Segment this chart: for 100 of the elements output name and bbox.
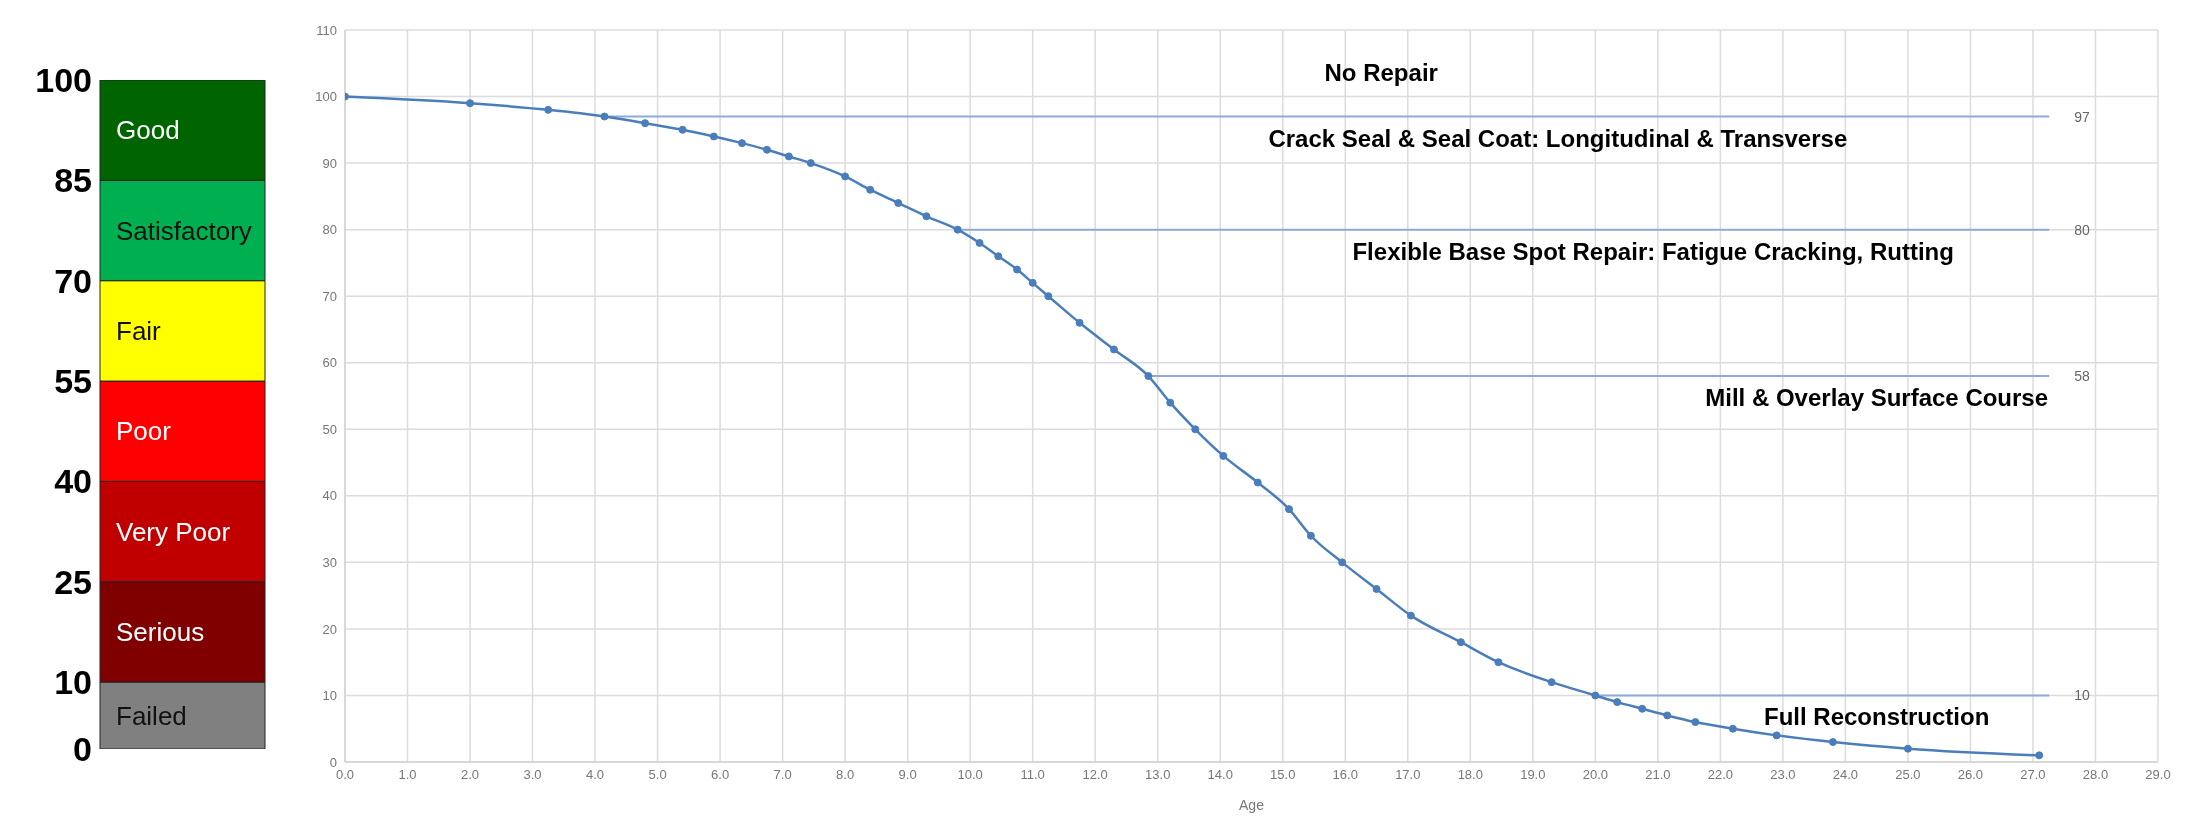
point [1338, 558, 1347, 567]
y-tick-label: 110 [316, 22, 337, 38]
point [600, 112, 609, 121]
point [1219, 451, 1228, 460]
point [1638, 704, 1647, 713]
point [994, 252, 1003, 261]
point [922, 212, 931, 221]
annotation: Flexible Base Spot Repair: Fatigue Cracking, Rutting [1352, 237, 1954, 265]
x-tick-label: 22.0 [1707, 767, 1734, 783]
x-tick-label: 27.0 [2020, 767, 2046, 783]
series-label: Failed [116, 700, 187, 731]
x-tick-label: 16.0 [1332, 767, 1358, 783]
point [1903, 744, 1912, 753]
point [1013, 265, 1022, 274]
ref-line-label: 97 [2074, 108, 2091, 125]
point [784, 152, 793, 161]
x-tick-label: 25.0 [1895, 767, 1921, 783]
x-tick-label: 3.0 [523, 767, 542, 783]
y-tick-label: 0 [329, 754, 337, 770]
x-tick-label: 20.0 [1582, 767, 1608, 783]
x-tick-label: 26.0 [1957, 767, 1984, 783]
point [953, 225, 962, 234]
point [841, 172, 850, 181]
y-tick-label: 30 [322, 554, 337, 570]
series-label: Satisfactory [116, 215, 252, 246]
point [641, 119, 650, 128]
y-tick-label: 40 [54, 462, 92, 501]
point [1456, 638, 1465, 647]
point [894, 199, 903, 208]
point [975, 238, 984, 247]
x-tick-label: 9.0 [898, 767, 917, 783]
x-tick-label: 7.0 [773, 767, 792, 783]
y-tick-label: 20 [322, 621, 337, 637]
point [1191, 425, 1200, 434]
x-tick-label: 1.0 [398, 767, 417, 783]
point [1306, 531, 1315, 540]
point [1828, 738, 1837, 747]
point [1028, 278, 1037, 287]
point [678, 125, 687, 134]
point [1691, 718, 1700, 727]
x-tick-label: 8.0 [836, 767, 855, 783]
point [866, 185, 875, 194]
x-tick-label: 21.0 [1645, 767, 1671, 783]
point [1406, 611, 1415, 620]
point [1728, 724, 1737, 733]
y-tick-label: 50 [322, 421, 337, 437]
x-tick-label: 17.0 [1395, 767, 1421, 783]
point [1285, 505, 1294, 514]
point [1372, 584, 1381, 593]
y-tick-label: 40 [322, 488, 337, 504]
x-tick-label: 13.0 [1145, 767, 1171, 783]
y-tick-label: 60 [322, 355, 337, 371]
x-tick-label: 28.0 [2082, 767, 2109, 783]
series-label: Very Poor [116, 516, 231, 547]
x-tick-label: 10.0 [957, 767, 983, 783]
y-tick-label: 100 [315, 89, 337, 105]
point [1144, 372, 1153, 381]
x-tick-label: 24.0 [1832, 767, 1859, 783]
point [2035, 751, 2044, 760]
x-tick-label: 15.0 [1270, 767, 1296, 783]
point [1253, 478, 1262, 487]
point [1613, 698, 1622, 707]
x-tick-label: 12.0 [1082, 767, 1108, 783]
x-tick-label: 5.0 [648, 767, 667, 783]
y-tick-label: 90 [322, 155, 337, 171]
point [1547, 678, 1556, 687]
x-tick-label: 19.0 [1520, 767, 1546, 783]
x-tick-label: 11.0 [1020, 767, 1045, 783]
x-axis-title: Age [1239, 797, 1265, 813]
series-label: Fair [116, 315, 162, 346]
x-tick-label: 14.0 [1207, 767, 1233, 783]
annotation: No Repair [1324, 59, 1438, 87]
annotation: Crack Seal & Seal Coat: Longitudinal & Transverse [1268, 124, 1848, 152]
point [762, 145, 771, 154]
ref-line-label: 80 [2074, 221, 2091, 238]
y-tick-label: 70 [322, 288, 337, 304]
ref-line-label: 10 [2074, 687, 2091, 704]
point [806, 159, 815, 168]
series-label: Good [116, 115, 180, 146]
x-tick-label: 0.0 [335, 767, 355, 783]
x-tick-label: 6.0 [711, 767, 730, 783]
series-label: Serious [116, 616, 205, 647]
point [1663, 711, 1672, 720]
point [1166, 398, 1175, 407]
x-tick-label: 29.0 [2145, 767, 2171, 783]
y-tick-label: 70 [54, 261, 92, 300]
y-tick-label: 10 [322, 688, 337, 704]
point [1075, 318, 1084, 327]
y-tick-label: 55 [54, 362, 92, 401]
annotation: Mill & Overlay Surface Course [1705, 384, 2049, 412]
point [1109, 345, 1118, 354]
series-label: Poor [116, 416, 172, 447]
point [544, 105, 553, 114]
annotation: Full Reconstruction [1764, 703, 1990, 731]
ref-line-label: 58 [2074, 368, 2091, 385]
y-tick-label: 25 [54, 562, 92, 601]
x-tick-label: 4.0 [586, 767, 605, 783]
point [709, 132, 718, 141]
y-tick-label: 0 [73, 730, 92, 769]
y-tick-label: 10 [54, 663, 92, 702]
